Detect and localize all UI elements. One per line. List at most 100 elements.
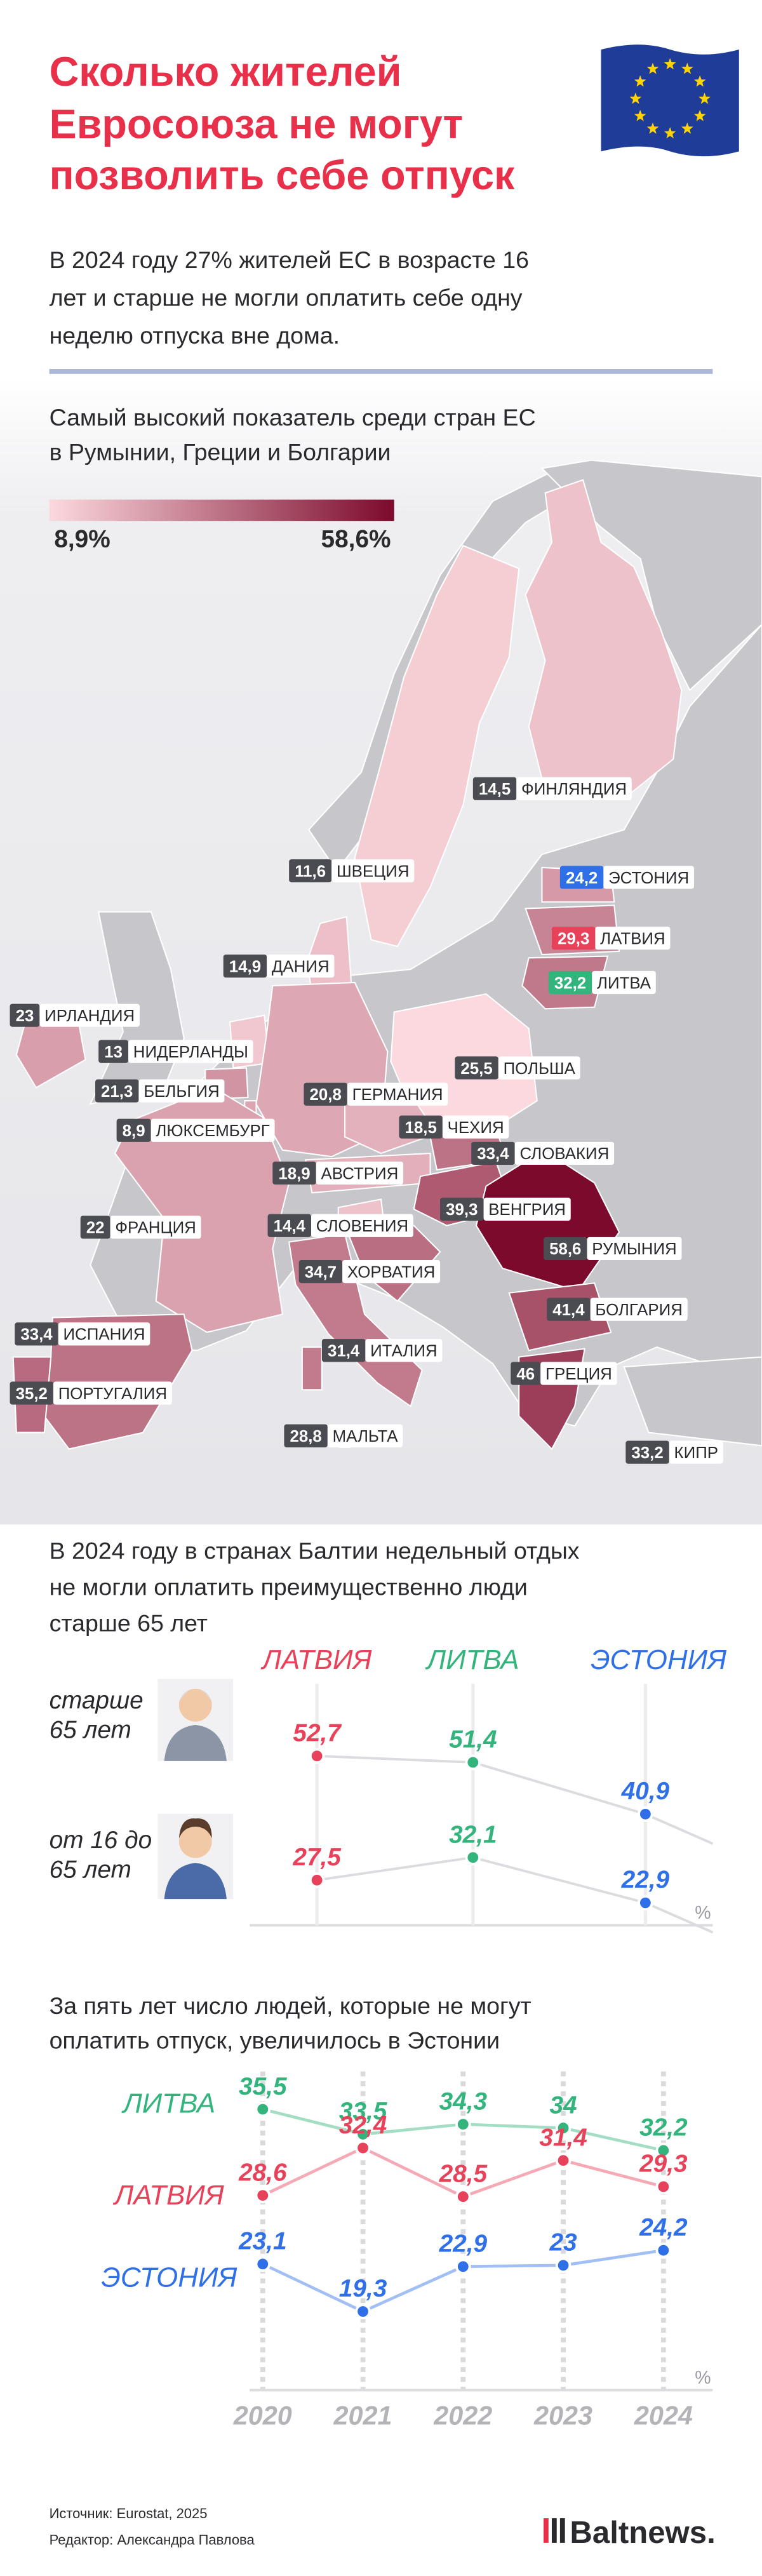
country-label: 14,5 ФИНЛЯНДИЯ <box>472 777 632 800</box>
country-name: ШВЕЦИЯ <box>337 862 410 880</box>
eu-flag <box>601 44 739 157</box>
value-label: 58,6 <box>549 1240 581 1258</box>
value-box <box>116 1118 151 1142</box>
name-box <box>590 1298 688 1321</box>
dot <box>309 1748 325 1764</box>
country-name: БЕЛЬГИЯ <box>144 1083 219 1101</box>
value-label: 32,4 <box>339 2112 387 2139</box>
name-box <box>514 1141 615 1165</box>
value-box <box>10 1381 53 1405</box>
value-label: 22,9 <box>621 1867 670 1894</box>
line-chart: 2020 2021 2022 2023 2024% ЛИТВА 35,5 33,5 34,3 34… <box>101 2071 713 2431</box>
value-label: 52,7 <box>293 1720 342 1747</box>
flag-star <box>629 92 642 104</box>
name-box <box>365 1339 443 1362</box>
unit-label: % <box>695 2368 711 2388</box>
value-box <box>399 1115 443 1139</box>
category-label: ЛАТВИЯ <box>260 1644 372 1675</box>
dot <box>465 1849 481 1865</box>
value-label: 34 <box>549 2091 577 2119</box>
point <box>555 2152 572 2168</box>
country-name: БОЛГАРИЯ <box>595 1301 683 1319</box>
country-label: 18,9 АВСТРИЯ <box>272 1161 404 1185</box>
country-name: ФРАНЦИЯ <box>115 1219 196 1237</box>
value-label: 23 <box>549 2229 577 2257</box>
country-label: 13 НИДЕРЛАНДЫ <box>98 1040 253 1063</box>
value-label: 21,3 <box>101 1083 133 1101</box>
color-scale <box>49 499 394 521</box>
name-box <box>128 1040 253 1063</box>
country-label: 14,4 СЛОВЕНИЯ <box>267 1214 413 1237</box>
country-name: РУМЫНИЯ <box>592 1240 676 1258</box>
flag-star <box>634 75 646 87</box>
flag-star <box>693 109 706 121</box>
x-tick-label: 2023 <box>533 2401 592 2431</box>
editor: Редактор: Александра Павлова <box>50 2532 255 2547</box>
flag-star <box>681 62 693 74</box>
value-box <box>289 859 332 883</box>
country-label: 14,9 ДАНИЯ <box>223 955 335 978</box>
lead: В 2024 году 27% жителей ЕС в возрасте 16 <box>50 246 529 273</box>
value-label: 22 <box>86 1219 105 1237</box>
value-label: 25,5 <box>460 1060 492 1078</box>
title: позволить себе отпуск <box>50 152 515 198</box>
value-box <box>548 970 592 995</box>
name-box <box>603 866 694 889</box>
value-box <box>267 1214 311 1237</box>
chart-title: старше 65 лет <box>50 1610 208 1637</box>
value-label: 40,9 <box>621 1778 670 1805</box>
name-box <box>347 1082 448 1106</box>
value-label: 32,1 <box>449 1821 497 1848</box>
country-label: 20,8 ГЕРМАНИЯ <box>304 1082 448 1106</box>
value-box <box>284 1424 328 1447</box>
value-label: 34,7 <box>305 1263 337 1281</box>
flag-star <box>634 109 646 121</box>
row-line <box>316 1856 714 1934</box>
country-name: ГЕРМАНИЯ <box>352 1086 443 1104</box>
name-box <box>587 1237 682 1261</box>
value-label: 20,8 <box>310 1086 342 1104</box>
title: Евросоюза не могут <box>50 101 464 147</box>
value-label: 23,1 <box>238 2228 286 2255</box>
value-box <box>304 1082 347 1106</box>
name-box <box>592 970 656 995</box>
point <box>255 2101 271 2117</box>
value-label: 19,3 <box>339 2275 387 2302</box>
icon-head <box>178 1689 212 1722</box>
row-label: старше <box>50 1687 144 1714</box>
point <box>355 2304 371 2319</box>
chart-title: не могли оплатить преимущественно люди <box>50 1574 528 1600</box>
country-name: СЛОВЕНИЯ <box>316 1218 408 1235</box>
logo-bar <box>551 2518 557 2543</box>
flag-star <box>646 122 659 134</box>
value-box <box>625 1440 669 1464</box>
name-box <box>39 1003 140 1027</box>
point <box>655 2178 672 2195</box>
country-label: 32,2 ЛИТВА <box>548 970 656 995</box>
x-tick-label: 2022 <box>433 2401 492 2431</box>
value-box <box>551 927 596 950</box>
country-name: ПОРТУГАЛИЯ <box>58 1385 167 1403</box>
point <box>555 2257 572 2274</box>
chart-title: оплатить отпуск, увеличилось в Эстонии <box>50 2027 500 2053</box>
value-box <box>440 1197 484 1221</box>
value-box <box>455 1056 498 1080</box>
icon-hair <box>178 1818 212 1839</box>
point <box>455 2189 471 2204</box>
source: Источник: Eurostat, 2025 <box>50 2506 208 2521</box>
category-label: ЛИТВА <box>425 1644 519 1675</box>
legend-label: ЭСТОНИЯ <box>101 2262 237 2293</box>
name-box <box>540 1362 617 1385</box>
dot <box>638 1806 653 1822</box>
value-label: 41,4 <box>552 1301 585 1319</box>
chart-title: За пять лет число людей, которые не могу… <box>50 1992 531 2019</box>
point <box>255 2256 271 2272</box>
country <box>114 1087 290 1333</box>
category-label: ЭСТОНИЯ <box>591 1644 726 1675</box>
point <box>355 2140 371 2156</box>
value-label: 28,5 <box>439 2160 488 2187</box>
value-box <box>547 1298 591 1321</box>
name-box <box>327 1424 403 1447</box>
country-label: 23 ИРЛАНДИЯ <box>10 1003 140 1027</box>
